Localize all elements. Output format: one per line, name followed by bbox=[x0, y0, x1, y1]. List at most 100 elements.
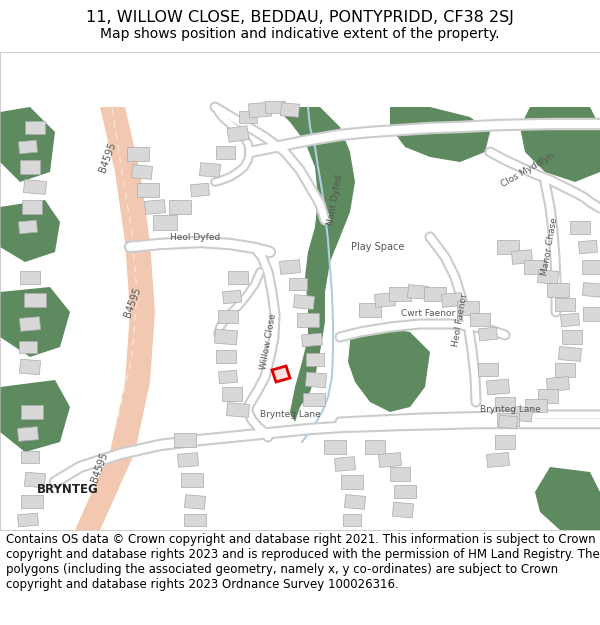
Bar bbox=[578, 240, 598, 254]
Bar bbox=[365, 440, 385, 454]
Bar bbox=[216, 351, 236, 364]
Bar bbox=[547, 377, 569, 391]
Bar bbox=[407, 284, 428, 299]
Bar bbox=[524, 260, 546, 274]
Text: B4595: B4595 bbox=[90, 451, 110, 484]
Polygon shape bbox=[280, 107, 355, 422]
Text: Map shows position and indicative extent of the property.: Map shows position and indicative extent… bbox=[100, 26, 500, 41]
Text: Cwrt Faenor: Cwrt Faenor bbox=[401, 309, 455, 319]
Bar bbox=[424, 287, 446, 301]
Bar bbox=[22, 200, 42, 214]
Bar bbox=[199, 162, 221, 177]
Bar bbox=[555, 298, 575, 311]
Bar bbox=[181, 473, 203, 487]
Text: Manor Chase: Manor Chase bbox=[541, 217, 560, 277]
Bar bbox=[583, 282, 600, 298]
Text: Nant Dyfed: Nant Dyfed bbox=[326, 174, 344, 226]
Bar bbox=[178, 452, 199, 468]
Polygon shape bbox=[0, 287, 70, 357]
Bar bbox=[442, 292, 463, 308]
Bar bbox=[511, 249, 533, 264]
Bar bbox=[153, 214, 177, 229]
Bar bbox=[226, 402, 250, 418]
Bar bbox=[547, 283, 569, 297]
Text: B4595: B4595 bbox=[123, 286, 143, 319]
Bar bbox=[21, 496, 43, 509]
Bar bbox=[394, 486, 416, 499]
Bar bbox=[511, 406, 533, 422]
Bar bbox=[470, 314, 490, 326]
Bar bbox=[239, 111, 257, 123]
Bar bbox=[191, 183, 209, 197]
Bar bbox=[359, 303, 381, 317]
Bar bbox=[127, 147, 149, 161]
Text: Willow Close: Willow Close bbox=[259, 313, 277, 371]
Bar bbox=[20, 160, 40, 174]
Bar bbox=[280, 259, 301, 274]
Bar bbox=[324, 440, 346, 454]
Bar bbox=[582, 260, 600, 274]
Bar bbox=[265, 101, 285, 113]
Bar bbox=[184, 514, 206, 526]
Bar bbox=[457, 301, 479, 315]
Bar bbox=[562, 330, 582, 344]
Bar bbox=[24, 293, 46, 307]
Bar bbox=[583, 307, 600, 321]
Bar bbox=[19, 341, 37, 353]
Bar bbox=[17, 513, 38, 527]
Bar bbox=[19, 220, 37, 234]
Bar bbox=[248, 102, 272, 118]
Bar bbox=[487, 452, 509, 468]
Bar bbox=[555, 363, 575, 377]
Bar bbox=[289, 278, 307, 290]
Bar bbox=[559, 347, 581, 361]
Bar bbox=[379, 452, 401, 468]
Bar bbox=[499, 415, 517, 429]
Bar bbox=[174, 433, 196, 447]
Bar bbox=[560, 313, 580, 327]
Bar bbox=[25, 121, 45, 134]
Bar bbox=[280, 102, 299, 118]
Polygon shape bbox=[520, 107, 600, 182]
Bar bbox=[21, 405, 43, 419]
Polygon shape bbox=[535, 467, 600, 530]
Bar bbox=[495, 398, 515, 411]
Bar bbox=[169, 200, 191, 214]
Bar bbox=[334, 457, 356, 471]
Bar bbox=[392, 502, 413, 518]
Bar bbox=[538, 389, 558, 403]
Bar bbox=[137, 183, 159, 197]
Bar bbox=[218, 370, 238, 384]
Bar bbox=[341, 475, 363, 489]
Bar bbox=[19, 317, 41, 331]
Bar bbox=[487, 379, 509, 395]
Bar bbox=[17, 427, 38, 441]
Bar bbox=[184, 494, 206, 509]
Bar bbox=[297, 313, 319, 327]
Bar bbox=[343, 514, 361, 526]
Polygon shape bbox=[348, 327, 430, 412]
Bar bbox=[389, 287, 411, 301]
Bar bbox=[19, 140, 37, 154]
Bar bbox=[525, 399, 547, 412]
Bar bbox=[215, 146, 235, 159]
Bar bbox=[306, 354, 324, 366]
Bar bbox=[479, 328, 497, 341]
Polygon shape bbox=[0, 380, 70, 452]
Bar bbox=[538, 269, 559, 284]
Bar bbox=[214, 329, 238, 345]
Bar bbox=[19, 359, 41, 375]
Bar bbox=[478, 364, 498, 376]
Polygon shape bbox=[0, 107, 55, 182]
Text: B4595: B4595 bbox=[98, 141, 118, 174]
Bar bbox=[218, 311, 238, 324]
Bar bbox=[223, 290, 241, 304]
Bar bbox=[570, 221, 590, 234]
Bar bbox=[222, 387, 242, 401]
Bar bbox=[497, 240, 519, 254]
Bar bbox=[293, 294, 314, 309]
Text: 11, WILLOW CLOSE, BEDDAU, PONTYPRIDD, CF38 2SJ: 11, WILLOW CLOSE, BEDDAU, PONTYPRIDD, CF… bbox=[86, 11, 514, 26]
Text: Clos Myddlyn: Clos Myddlyn bbox=[500, 151, 556, 189]
Text: Contains OS data © Crown copyright and database right 2021. This information is : Contains OS data © Crown copyright and d… bbox=[6, 533, 600, 591]
Bar bbox=[305, 372, 326, 388]
